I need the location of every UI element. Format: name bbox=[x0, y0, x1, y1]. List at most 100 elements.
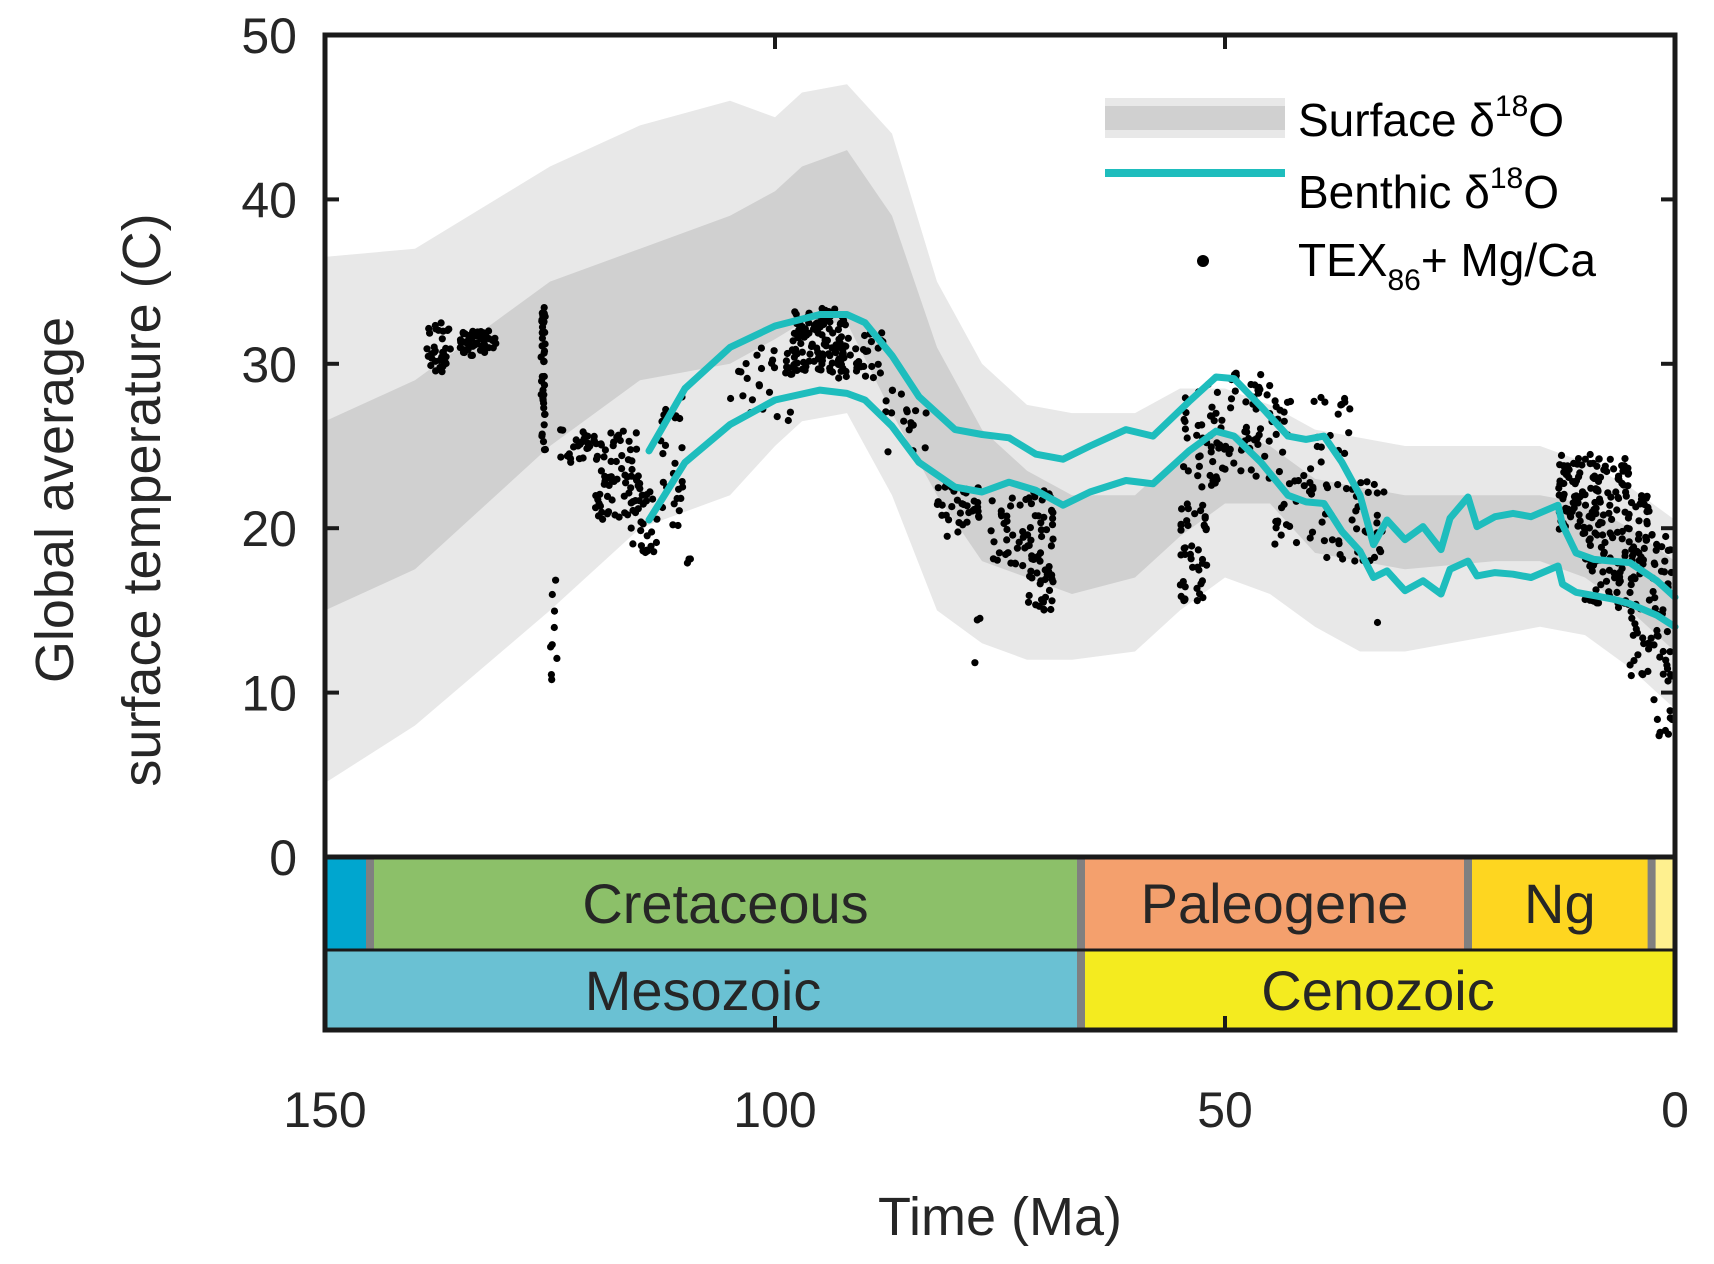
data-point bbox=[477, 328, 485, 336]
era-box bbox=[1081, 950, 1675, 1030]
x-axis-title: Time (Ma) bbox=[878, 1187, 1122, 1247]
data-point bbox=[1242, 398, 1250, 406]
data-point bbox=[1581, 501, 1590, 509]
data-point bbox=[1613, 506, 1621, 514]
data-point bbox=[1609, 534, 1617, 542]
data-point bbox=[1581, 455, 1589, 463]
data-point bbox=[484, 334, 492, 342]
data-point bbox=[625, 489, 633, 497]
data-point bbox=[629, 498, 637, 506]
data-point bbox=[975, 513, 983, 521]
data-point bbox=[1194, 546, 1202, 554]
data-point bbox=[1003, 517, 1011, 525]
geologic-timescale: Cretaceous Paleogene Ng Mesozoic Cenozoic bbox=[325, 857, 1675, 1030]
data-point bbox=[1593, 531, 1601, 539]
data-point bbox=[625, 437, 633, 445]
data-point bbox=[1048, 521, 1057, 529]
data-point bbox=[541, 445, 550, 454]
data-point bbox=[1027, 500, 1035, 508]
data-point bbox=[1272, 430, 1280, 438]
data-point bbox=[574, 442, 582, 450]
data-point bbox=[867, 338, 876, 346]
data-point bbox=[1181, 550, 1189, 559]
data-point bbox=[1585, 524, 1593, 532]
data-point bbox=[1237, 467, 1245, 475]
data-point bbox=[974, 507, 982, 515]
data-point bbox=[1261, 452, 1269, 460]
data-point bbox=[1009, 531, 1017, 539]
data-point bbox=[1580, 523, 1588, 531]
data-point bbox=[943, 532, 951, 540]
data-point bbox=[1628, 546, 1636, 554]
data-point bbox=[1606, 455, 1614, 463]
data-point bbox=[1556, 477, 1564, 485]
data-point bbox=[1037, 519, 1045, 527]
data-point bbox=[1662, 532, 1670, 541]
legend-tex-sub: 86 bbox=[1387, 264, 1420, 297]
data-point bbox=[1566, 511, 1574, 519]
data-point bbox=[1024, 531, 1032, 539]
data-point bbox=[882, 397, 890, 405]
data-point bbox=[998, 512, 1006, 520]
data-point bbox=[628, 465, 636, 474]
data-point bbox=[806, 350, 814, 358]
tex86-mgca-points bbox=[423, 304, 1676, 740]
data-point bbox=[541, 410, 549, 418]
data-point bbox=[820, 320, 828, 329]
data-point bbox=[1272, 517, 1280, 526]
data-point bbox=[878, 329, 886, 337]
era-label: Cenozoic bbox=[1261, 959, 1494, 1022]
data-point bbox=[1272, 403, 1280, 411]
data-point bbox=[567, 458, 575, 466]
data-point bbox=[649, 495, 657, 503]
y-axis-title-line2: surface temperature (C) bbox=[112, 213, 172, 786]
data-point bbox=[1345, 429, 1353, 437]
legend-surface-text: Surface δ bbox=[1298, 94, 1495, 146]
data-point bbox=[1318, 518, 1326, 526]
data-point bbox=[1654, 632, 1662, 640]
data-point bbox=[773, 413, 781, 421]
data-point bbox=[954, 528, 962, 536]
data-point bbox=[1002, 550, 1010, 559]
data-point bbox=[1183, 434, 1191, 442]
data-point bbox=[1265, 437, 1273, 445]
data-point bbox=[1045, 586, 1054, 595]
data-point bbox=[437, 319, 445, 327]
data-point bbox=[1373, 511, 1381, 519]
data-point bbox=[468, 351, 476, 359]
data-point bbox=[1570, 459, 1578, 467]
data-point bbox=[1013, 544, 1022, 552]
data-point bbox=[888, 409, 896, 417]
data-point bbox=[1300, 482, 1308, 490]
data-point bbox=[1624, 470, 1632, 478]
data-point bbox=[1599, 511, 1607, 519]
data-point bbox=[1653, 540, 1661, 549]
data-point bbox=[1622, 492, 1630, 500]
plot-frame bbox=[322, 32, 1678, 1033]
data-point bbox=[753, 351, 761, 359]
data-point bbox=[1252, 472, 1260, 480]
data-point bbox=[618, 465, 626, 473]
data-point bbox=[1328, 536, 1336, 544]
data-point bbox=[1639, 671, 1647, 679]
data-point bbox=[1206, 412, 1215, 420]
data-point bbox=[1181, 417, 1189, 426]
data-point bbox=[612, 457, 620, 466]
data-point bbox=[1275, 468, 1283, 476]
x-axis-ticks: 150 100 50 0 bbox=[283, 35, 1689, 1138]
data-point bbox=[541, 340, 549, 348]
data-point bbox=[1196, 590, 1204, 598]
data-point bbox=[540, 347, 549, 355]
data-point bbox=[1209, 458, 1217, 466]
data-point bbox=[1178, 505, 1186, 513]
data-point bbox=[1007, 502, 1015, 510]
data-point bbox=[844, 334, 852, 342]
data-point bbox=[489, 344, 497, 352]
data-point bbox=[782, 357, 791, 365]
data-point bbox=[621, 509, 629, 517]
data-point bbox=[1341, 449, 1349, 457]
data-point bbox=[1292, 539, 1301, 547]
data-point bbox=[1222, 442, 1230, 450]
data-point bbox=[836, 339, 844, 347]
data-point bbox=[869, 374, 878, 382]
